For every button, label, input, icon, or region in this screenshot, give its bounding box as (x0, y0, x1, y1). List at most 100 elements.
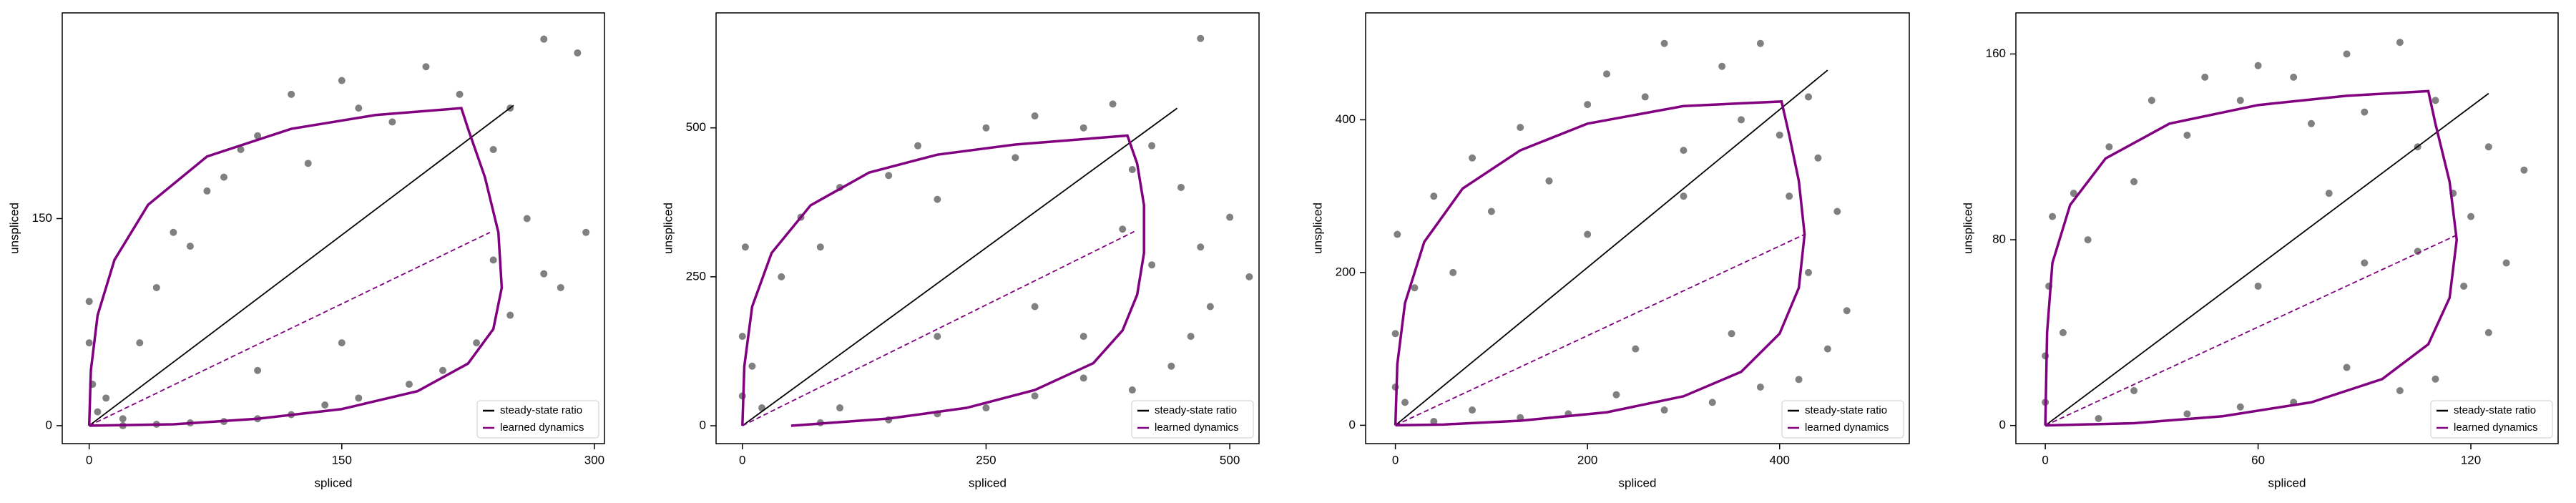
point (1079, 374, 1087, 382)
axes-frame (62, 12, 605, 444)
point (1079, 124, 1087, 132)
point (1187, 333, 1195, 341)
point (1843, 307, 1851, 315)
point (94, 408, 102, 416)
point (2414, 248, 2421, 255)
point (304, 160, 312, 167)
x-tick-label: 60 (2251, 453, 2265, 467)
point (2343, 363, 2351, 371)
point (574, 49, 582, 57)
point (186, 243, 194, 250)
point (388, 118, 396, 126)
point (85, 339, 93, 347)
x-tick-label: 0 (86, 453, 92, 467)
legend: steady-state ratio learned dynamics (1131, 400, 1254, 439)
y-axis-label: unspliced (1311, 202, 1324, 254)
point (816, 243, 824, 251)
point (1612, 391, 1620, 399)
point (1177, 183, 1185, 191)
point (2396, 39, 2404, 47)
point (748, 362, 756, 370)
legend-box (1781, 400, 1904, 439)
point (1031, 303, 1039, 311)
dynamics-curve (2044, 89, 2458, 427)
y-axis-label: unspliced (661, 202, 675, 254)
point (1391, 330, 1399, 338)
point (2049, 213, 2057, 220)
point (557, 283, 564, 291)
point (2084, 236, 2092, 244)
point (355, 394, 363, 402)
point (422, 63, 430, 71)
point (1167, 362, 1175, 370)
point (2361, 108, 2369, 116)
point (473, 339, 481, 347)
point (489, 256, 497, 264)
x-tick-label: 0 (1392, 453, 1399, 467)
legend-box (2430, 400, 2553, 439)
subplot: 0 150 300 0 150 spliced unspliced steady-state … (7, 12, 605, 489)
point (1795, 376, 1803, 384)
point (2183, 410, 2191, 418)
point (2183, 132, 2191, 140)
point (1197, 34, 1205, 42)
point (2396, 387, 2404, 395)
x-axis-label: spliced (1619, 476, 1657, 489)
legend-label: learned dynamics (1155, 421, 1239, 434)
point (1805, 93, 1813, 101)
point (2148, 97, 2155, 104)
point (1517, 124, 1524, 132)
point (1128, 386, 1136, 394)
y-tick-label: 160 (1986, 47, 2006, 60)
point (1148, 142, 1156, 150)
point (1584, 230, 1592, 238)
subplot: 0 60 120 0 80 160 spliced unspliced steady-state… (1961, 12, 2559, 489)
legend-label: steady-state ratio (1805, 404, 1887, 416)
point (1814, 154, 1822, 162)
point (220, 173, 227, 181)
point (1430, 192, 1438, 200)
x-tick-label: 400 (1770, 453, 1790, 467)
point (2467, 213, 2475, 220)
point (2307, 119, 2315, 127)
x-tick-label: 250 (976, 453, 996, 467)
point (540, 270, 548, 278)
point (1148, 261, 1156, 269)
x-tick-label: 300 (584, 453, 604, 467)
x-axis-label: spliced (2268, 476, 2306, 489)
x-axis-label: spliced (969, 476, 1007, 489)
point (1738, 116, 1745, 124)
point (2254, 62, 2262, 69)
point (1245, 273, 1253, 280)
x-tick-label: 120 (2461, 453, 2481, 467)
legend-label: steady-state ratio (2454, 404, 2536, 416)
point (1109, 100, 1117, 108)
fit-line (742, 230, 1135, 426)
point (1823, 345, 1831, 353)
point (170, 228, 177, 236)
y-tick-label: 150 (32, 211, 52, 225)
point (1469, 406, 1476, 414)
x-tick-label: 0 (2042, 453, 2048, 467)
point (1680, 192, 1688, 200)
point (1031, 392, 1039, 400)
point (1756, 384, 1764, 391)
legend-label: learned dynamics (500, 421, 584, 434)
point (1833, 207, 1841, 215)
point (2201, 73, 2209, 81)
point (1012, 154, 1019, 162)
y-tick-label: 80 (1992, 233, 2006, 246)
x-axis-label: spliced (315, 476, 353, 489)
legend: steady-state ratio learned dynamics (1781, 400, 1904, 439)
y-tick-label: 0 (1999, 418, 2006, 431)
point (2290, 73, 2298, 81)
point (405, 381, 413, 389)
legend: steady-state ratio learned dynamics (2430, 400, 2553, 439)
point (152, 283, 160, 291)
y-tick-label: 250 (686, 269, 706, 283)
point (934, 333, 941, 341)
point (2431, 375, 2439, 383)
point (1401, 399, 1409, 406)
point (2484, 328, 2492, 336)
point (1776, 131, 1783, 139)
